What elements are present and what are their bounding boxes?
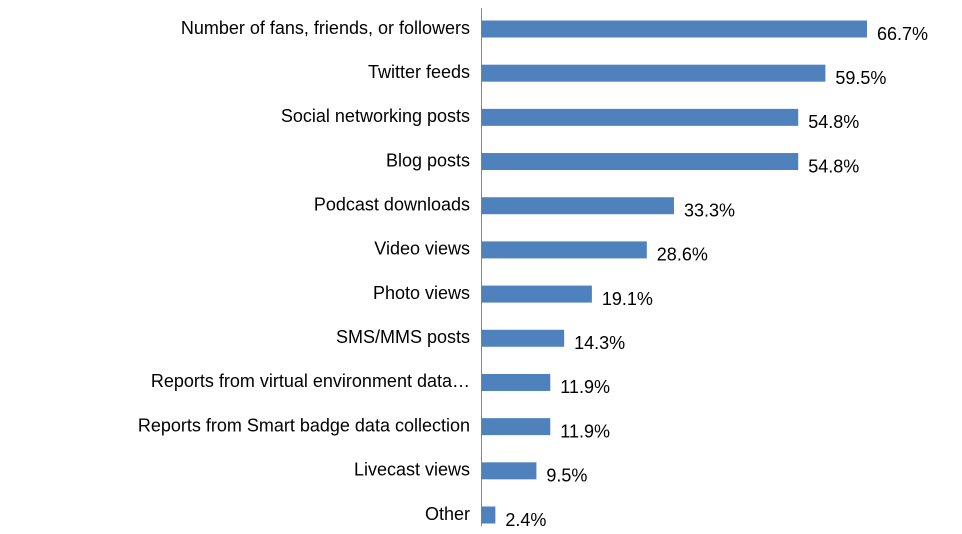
bar bbox=[481, 108, 799, 126]
bar bbox=[481, 329, 565, 347]
data-label: 28.6% bbox=[657, 245, 708, 265]
data-label: 19.1% bbox=[602, 289, 653, 309]
category-label: Reports from virtual environment data… bbox=[151, 371, 470, 391]
data-label: 54.8% bbox=[808, 112, 859, 132]
data-label: 9.5% bbox=[546, 466, 587, 486]
bar bbox=[481, 197, 674, 215]
bar bbox=[481, 285, 592, 303]
bar bbox=[481, 462, 537, 480]
category-label: SMS/MMS posts bbox=[336, 327, 470, 347]
data-label: 66.7% bbox=[877, 24, 928, 44]
data-label: 14.3% bbox=[574, 333, 625, 353]
bar bbox=[481, 241, 647, 259]
data-label: 11.9% bbox=[560, 421, 610, 441]
category-label: Social networking posts bbox=[281, 106, 470, 126]
category-label: Video views bbox=[374, 239, 470, 259]
category-label: Livecast views bbox=[354, 460, 470, 480]
data-label: 11.9% bbox=[560, 377, 610, 397]
data-label: 2.4% bbox=[505, 510, 546, 530]
bar bbox=[481, 506, 496, 524]
category-label: Podcast downloads bbox=[314, 194, 470, 214]
data-label: 54.8% bbox=[808, 156, 859, 176]
category-label: Reports from Smart badge data collection bbox=[138, 415, 470, 435]
bar bbox=[481, 418, 551, 436]
category-label: Photo views bbox=[373, 283, 470, 303]
bar bbox=[481, 153, 799, 171]
bar bbox=[481, 64, 826, 82]
bar bbox=[481, 373, 551, 391]
category-label: Twitter feeds bbox=[368, 62, 470, 82]
bar bbox=[481, 20, 867, 38]
category-label: Blog posts bbox=[386, 150, 470, 170]
data-label: 59.5% bbox=[835, 68, 886, 88]
category-label: Number of fans, friends, or followers bbox=[181, 18, 470, 38]
category-label: Other bbox=[425, 504, 470, 524]
data-label: 33.3% bbox=[684, 200, 735, 220]
